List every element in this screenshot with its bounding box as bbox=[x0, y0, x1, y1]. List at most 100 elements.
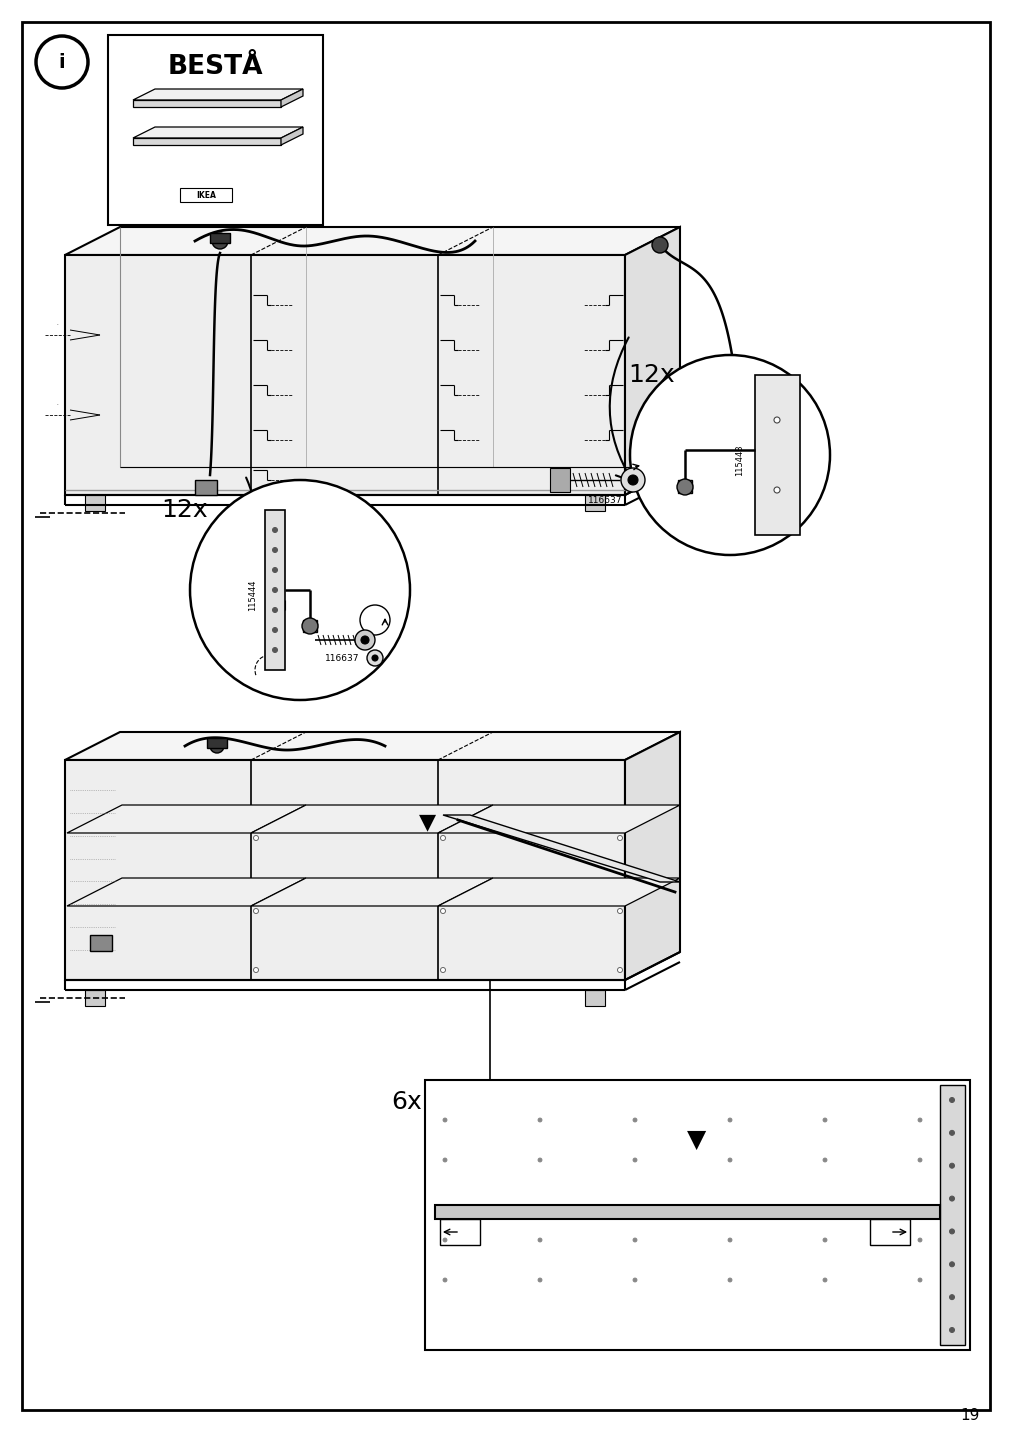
Polygon shape bbox=[281, 127, 302, 145]
Circle shape bbox=[272, 527, 277, 533]
Circle shape bbox=[538, 1277, 542, 1282]
Text: 116637: 116637 bbox=[325, 653, 359, 663]
Circle shape bbox=[272, 567, 277, 573]
Bar bbox=[207, 737, 226, 748]
Polygon shape bbox=[677, 480, 692, 493]
Circle shape bbox=[651, 238, 667, 253]
Circle shape bbox=[272, 547, 277, 553]
Polygon shape bbox=[65, 732, 679, 760]
Circle shape bbox=[443, 1277, 447, 1282]
Polygon shape bbox=[251, 878, 492, 906]
Polygon shape bbox=[65, 228, 679, 255]
Text: IKEA: IKEA bbox=[196, 190, 215, 199]
Circle shape bbox=[948, 1097, 953, 1103]
Polygon shape bbox=[435, 1204, 939, 1219]
Polygon shape bbox=[630, 470, 637, 485]
Circle shape bbox=[617, 968, 622, 972]
Circle shape bbox=[440, 968, 445, 972]
Circle shape bbox=[632, 1239, 636, 1242]
Polygon shape bbox=[65, 760, 625, 979]
Polygon shape bbox=[132, 127, 302, 137]
Circle shape bbox=[773, 417, 779, 422]
Circle shape bbox=[355, 630, 375, 650]
Circle shape bbox=[948, 1196, 953, 1201]
Circle shape bbox=[372, 654, 378, 662]
Circle shape bbox=[630, 355, 829, 556]
Circle shape bbox=[948, 1262, 953, 1267]
Circle shape bbox=[917, 1158, 921, 1161]
Polygon shape bbox=[754, 375, 800, 536]
Polygon shape bbox=[939, 1085, 964, 1345]
Circle shape bbox=[253, 835, 258, 841]
Polygon shape bbox=[302, 620, 316, 632]
Polygon shape bbox=[85, 495, 105, 511]
FancyArrowPatch shape bbox=[610, 338, 634, 481]
Circle shape bbox=[538, 1158, 542, 1161]
Text: 12x: 12x bbox=[162, 498, 208, 523]
Polygon shape bbox=[85, 990, 105, 1007]
Text: .: . bbox=[56, 321, 58, 325]
Circle shape bbox=[727, 1158, 731, 1161]
Bar bbox=[108, 34, 323, 225]
Circle shape bbox=[272, 607, 277, 613]
Circle shape bbox=[443, 1118, 447, 1123]
Text: .: . bbox=[56, 401, 58, 405]
Polygon shape bbox=[132, 137, 281, 145]
Polygon shape bbox=[65, 255, 625, 495]
Polygon shape bbox=[549, 468, 569, 493]
Circle shape bbox=[443, 1239, 447, 1242]
Text: i: i bbox=[59, 53, 66, 72]
Circle shape bbox=[617, 835, 622, 841]
Bar bbox=[195, 480, 216, 495]
Circle shape bbox=[272, 587, 277, 593]
Polygon shape bbox=[67, 805, 305, 833]
Circle shape bbox=[301, 619, 317, 634]
Polygon shape bbox=[438, 805, 679, 833]
Circle shape bbox=[917, 1118, 921, 1123]
Bar bbox=[210, 233, 229, 243]
Polygon shape bbox=[132, 89, 302, 100]
Bar bbox=[425, 1080, 969, 1350]
Circle shape bbox=[440, 908, 445, 914]
Text: 12x: 12x bbox=[628, 362, 674, 387]
Circle shape bbox=[773, 487, 779, 493]
Text: 116637: 116637 bbox=[587, 495, 622, 504]
Circle shape bbox=[948, 1130, 953, 1136]
Text: ▼: ▼ bbox=[419, 812, 436, 832]
Circle shape bbox=[272, 647, 277, 653]
Circle shape bbox=[538, 1239, 542, 1242]
Text: 6x: 6x bbox=[391, 1090, 422, 1114]
Circle shape bbox=[272, 627, 277, 633]
Circle shape bbox=[727, 1118, 731, 1123]
Polygon shape bbox=[625, 228, 679, 495]
Circle shape bbox=[632, 1118, 636, 1123]
Circle shape bbox=[822, 1277, 826, 1282]
Bar bbox=[180, 188, 232, 202]
Circle shape bbox=[190, 480, 409, 700]
Circle shape bbox=[727, 1277, 731, 1282]
Circle shape bbox=[440, 835, 445, 841]
Circle shape bbox=[948, 1163, 953, 1169]
FancyArrowPatch shape bbox=[208, 477, 259, 627]
Circle shape bbox=[253, 908, 258, 914]
Circle shape bbox=[676, 478, 693, 495]
Circle shape bbox=[621, 468, 644, 493]
Circle shape bbox=[367, 650, 382, 666]
Circle shape bbox=[361, 636, 369, 644]
Polygon shape bbox=[443, 815, 679, 882]
Polygon shape bbox=[281, 89, 302, 107]
Text: BESTÅ: BESTÅ bbox=[167, 54, 263, 80]
Circle shape bbox=[822, 1239, 826, 1242]
Circle shape bbox=[628, 475, 637, 485]
Text: 115443: 115443 bbox=[735, 444, 744, 475]
Circle shape bbox=[727, 1239, 731, 1242]
Circle shape bbox=[948, 1327, 953, 1333]
Polygon shape bbox=[584, 495, 605, 511]
Bar bbox=[90, 935, 112, 951]
Text: ▼: ▼ bbox=[686, 1128, 706, 1151]
Circle shape bbox=[210, 739, 223, 753]
Circle shape bbox=[617, 908, 622, 914]
Polygon shape bbox=[67, 878, 305, 906]
Polygon shape bbox=[625, 732, 679, 979]
Circle shape bbox=[917, 1277, 921, 1282]
